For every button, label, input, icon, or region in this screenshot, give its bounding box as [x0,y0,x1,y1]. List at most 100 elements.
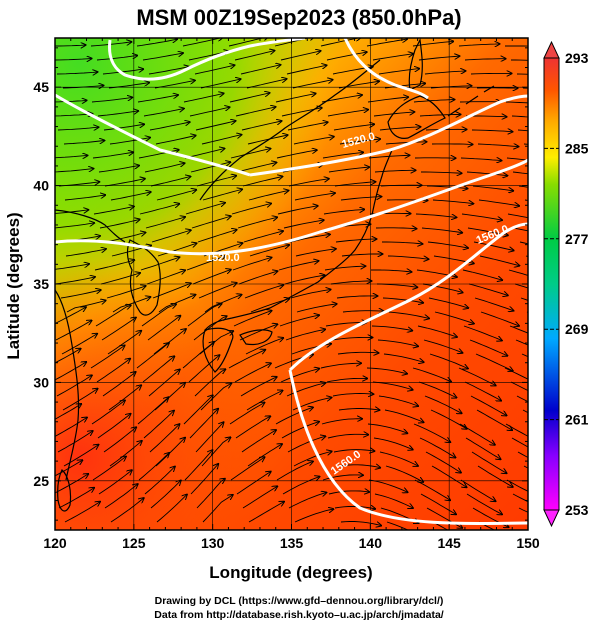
streamline [472,185,513,191]
streamline [388,311,429,318]
streamline [280,369,319,383]
streamline [288,493,326,509]
streamline [242,177,282,187]
streamline [295,249,336,257]
streamline [91,97,132,103]
streamline [146,270,185,285]
streamline [510,381,528,392]
streamline [341,254,382,256]
streamline [187,304,222,327]
streamline [235,107,276,117]
map-plot-area: 1520.0 1560.0 1560.0 1520.0 [54,37,529,531]
streamline [231,204,271,215]
streamline [246,391,283,411]
streamline [195,422,224,453]
streamline [143,109,184,117]
korea-coastline [126,239,161,316]
streamline [426,507,462,528]
streamline [417,325,457,337]
streamline [512,493,528,503]
streamline [149,424,179,453]
streamline [236,472,271,495]
streamline [334,182,375,187]
sakhalin-coastline [408,38,423,91]
streamline [415,213,456,217]
streamline [196,176,236,187]
x-tick-label: 145 [437,535,461,551]
streamline [461,213,502,220]
streamline [459,423,495,445]
x-tick-label: 150 [516,535,540,551]
streamline [229,403,264,425]
streamline [90,346,125,369]
streamline [234,363,271,383]
streamline [239,324,277,341]
streamline [335,239,376,243]
x-tick-label: 125 [122,535,146,551]
streamline [373,112,414,117]
x-axis-label: Longitude (degrees) [209,563,372,582]
streamline [333,124,374,131]
streamline [462,269,502,280]
streamline [328,491,369,494]
streamline [235,416,270,439]
streamline [412,367,451,382]
streamline [156,495,187,523]
streamline [286,65,327,75]
contour-1520-north [249,94,528,177]
streamline [136,39,177,47]
height-contours [55,38,528,525]
streamline [475,353,513,371]
streamline [375,228,417,229]
streamline [419,437,455,458]
streamline [249,245,289,257]
streamline [155,438,185,467]
streamline [62,389,98,411]
streamline [478,199,519,206]
streamline [241,121,282,131]
streamline [294,509,333,523]
streamline [105,233,145,243]
colorbar-ticks: 253 261 269 277 285 293 [544,50,589,518]
streamline [92,152,133,159]
streamline [338,409,379,411]
streamline [60,290,101,299]
streamline [425,129,467,130]
streamline [230,457,265,481]
streamline [276,150,317,159]
contour-label: 1520.0 [206,252,240,264]
colorbar-tick-label: 293 [565,50,589,66]
streamline [384,409,424,422]
streamline [143,411,174,439]
streamline [287,122,328,131]
streamline [413,423,450,442]
streamline [106,286,146,299]
streamline [340,197,381,201]
contour-north-loop [108,38,306,81]
streamline [334,506,375,509]
streamline [197,230,237,243]
streamline [145,217,185,229]
honshu-coastline [204,149,393,331]
streamline [378,395,418,406]
streamline [109,441,142,467]
streamline [293,137,334,145]
streamline [420,493,456,514]
streamline [336,296,377,298]
streamline [368,479,408,492]
streamline [184,450,212,481]
streamline [189,409,218,439]
streamline [434,311,474,324]
streamline [110,498,144,523]
streamline [477,465,513,487]
streamline [150,177,190,187]
streamline [471,451,507,473]
streamline [460,158,501,161]
streamline [421,227,462,233]
streamline [293,451,332,467]
streamline [138,453,169,481]
streamline [236,163,276,173]
colorbar-scale [543,57,560,511]
streamline [229,93,270,103]
streamline [512,171,528,175]
